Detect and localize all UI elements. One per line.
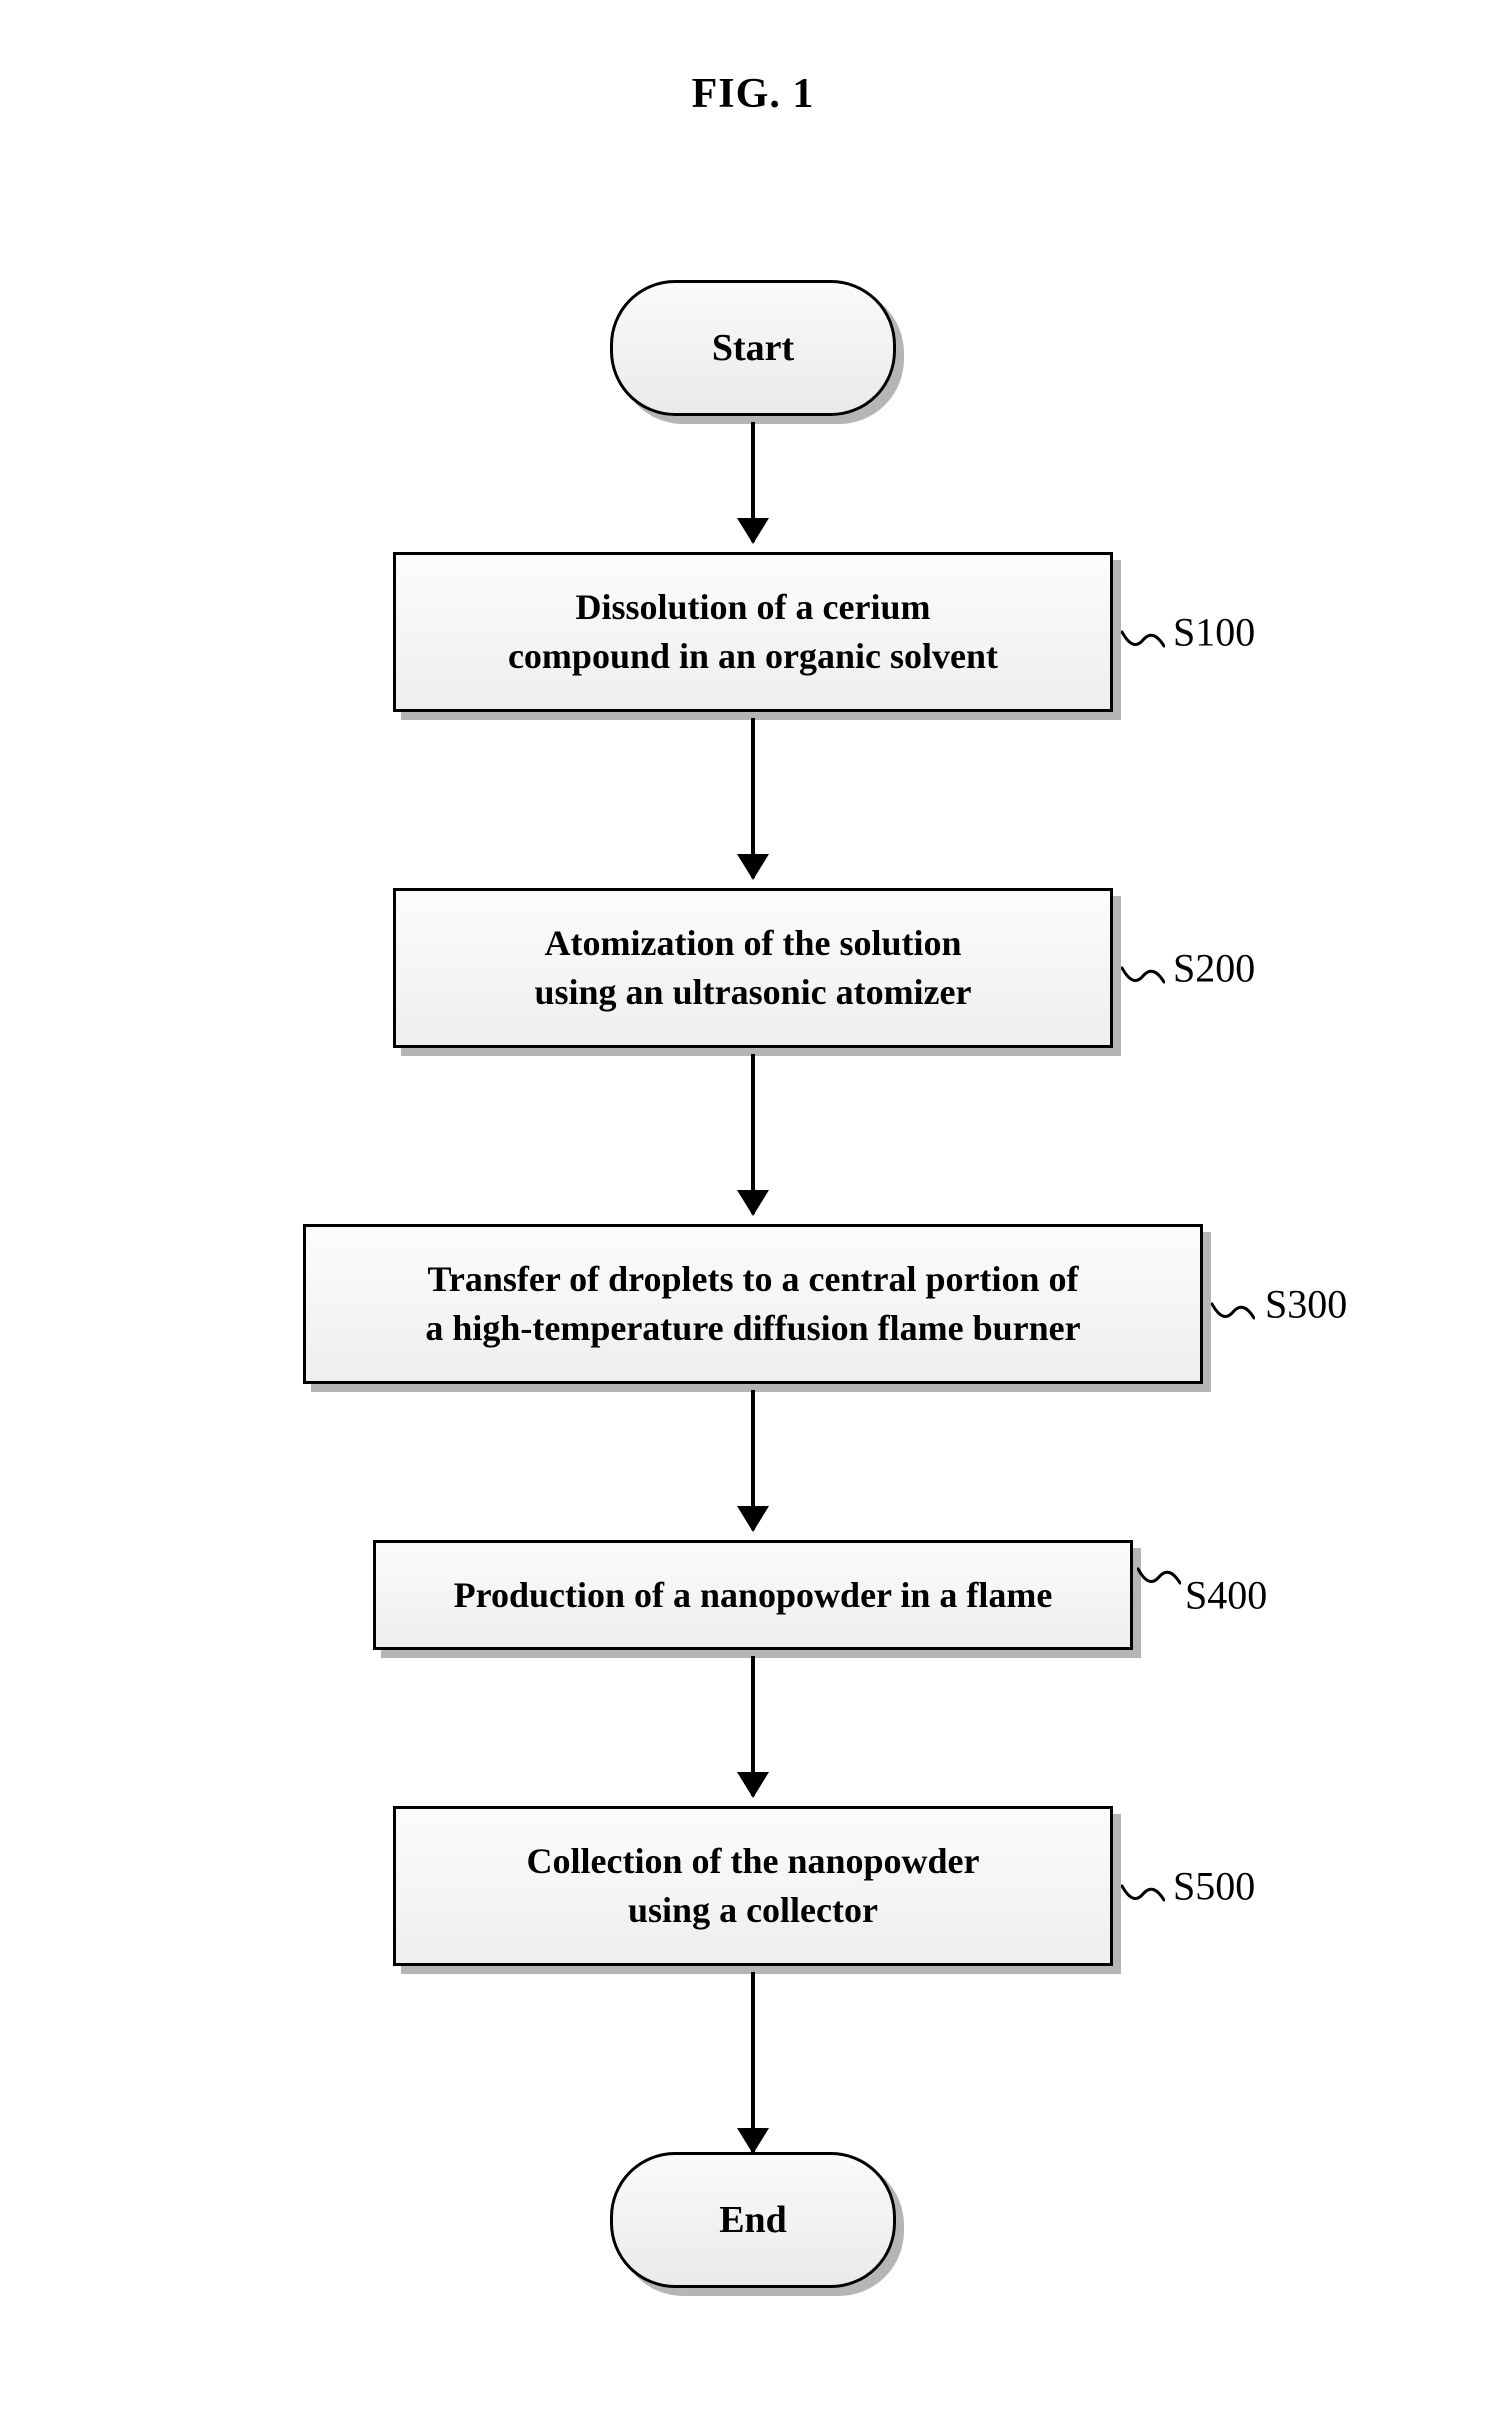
step-label-s200: S200: [1173, 945, 1255, 992]
arrow-start-to-s100: [751, 422, 755, 542]
step-s300-row: Transfer of droplets to a central portio…: [303, 1224, 1203, 1384]
step-label-s300: S300: [1265, 1281, 1347, 1328]
arrow-s400-to-s500: [751, 1656, 755, 1796]
process-s100: Dissolution of a cerium compound in an o…: [393, 552, 1113, 712]
process-s500: Collection of the nanopowder using a col…: [393, 1806, 1113, 1966]
step-label-s400: S400: [1185, 1572, 1267, 1619]
figure-title: FIG. 1: [0, 70, 1506, 118]
terminator-start: Start: [610, 280, 896, 416]
label-tick-s200: [1121, 964, 1165, 990]
arrow-s300-to-s400: [751, 1390, 755, 1530]
terminator-start-label: Start: [712, 326, 794, 370]
terminator-end-label: End: [719, 2198, 787, 2242]
page: FIG. 1 Start Dissolution of a cerium com…: [0, 0, 1506, 2422]
process-s200: Atomization of the solution using an ult…: [393, 888, 1113, 1048]
step-s400-row: Production of a nanopowder in a flame S4…: [373, 1540, 1133, 1650]
process-s400: Production of a nanopowder in a flame: [373, 1540, 1133, 1650]
step-s200-row: Atomization of the solution using an ult…: [393, 888, 1113, 1048]
arrow-s200-to-s300: [751, 1054, 755, 1214]
step-s100-row: Dissolution of a cerium compound in an o…: [393, 552, 1113, 712]
label-tick-s400: [1137, 1565, 1181, 1591]
arrow-s100-to-s200: [751, 718, 755, 878]
label-tick-s500: [1121, 1882, 1165, 1908]
label-tick-s300: [1211, 1300, 1255, 1326]
step-s500-row: Collection of the nanopowder using a col…: [393, 1806, 1113, 1966]
step-label-s100: S100: [1173, 609, 1255, 656]
label-tick-s100: [1121, 628, 1165, 654]
process-s300: Transfer of droplets to a central portio…: [303, 1224, 1203, 1384]
flowchart: Start Dissolution of a cerium compound i…: [0, 280, 1506, 2288]
step-label-s500: S500: [1173, 1863, 1255, 1910]
arrow-s500-to-end: [751, 1972, 755, 2152]
terminator-end: End: [610, 2152, 896, 2288]
